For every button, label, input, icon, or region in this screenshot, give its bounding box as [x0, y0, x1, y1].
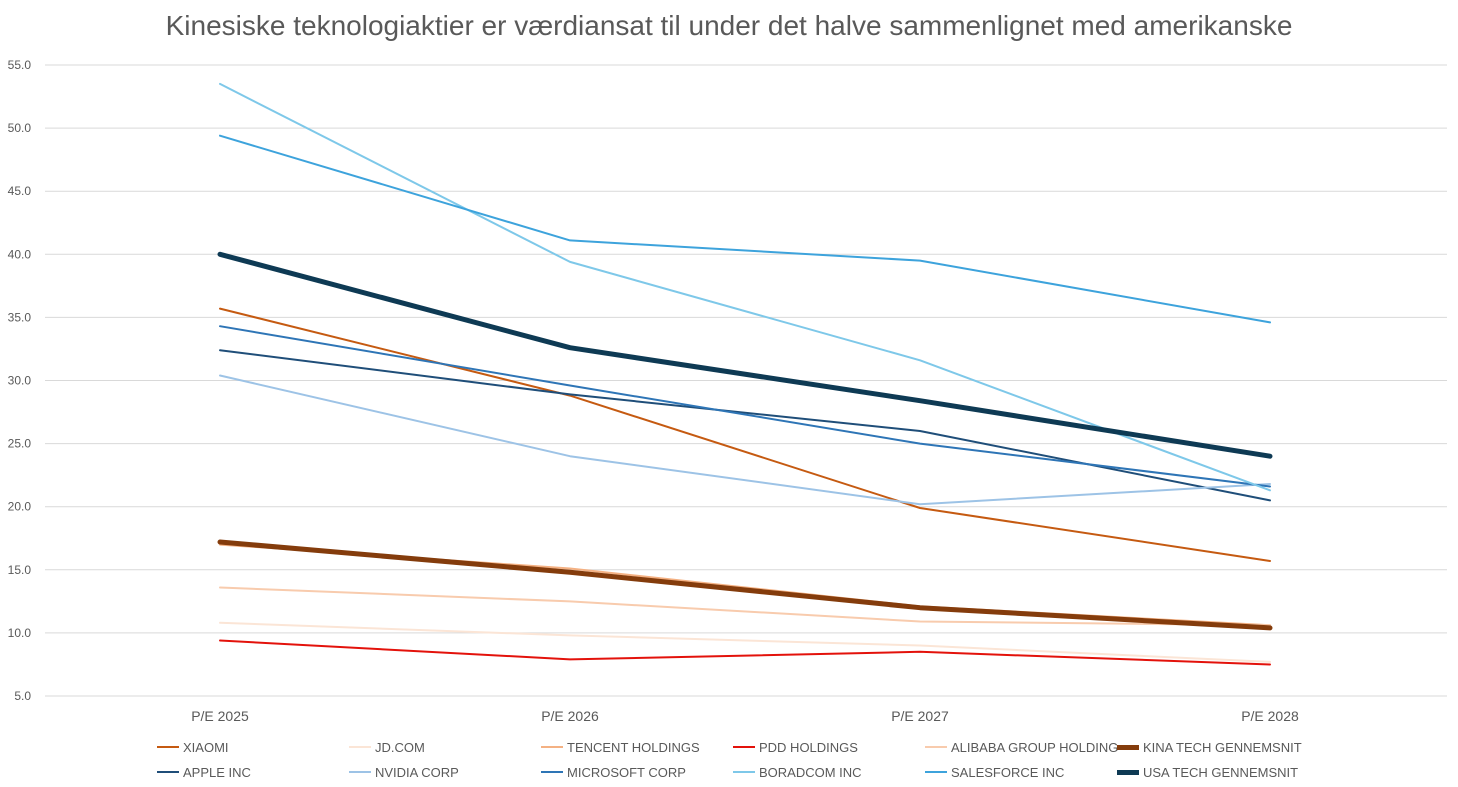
- y-tick-label: 50.0: [8, 121, 32, 135]
- series-line-usa-tech-gennemsnit: [217, 251, 1273, 459]
- series-line-kina-tech-gennemsnit: [217, 539, 1273, 631]
- series-line-salesforce-inc: [219, 134, 1271, 324]
- y-tick-label: 55.0: [8, 58, 32, 72]
- y-tick-label: 30.0: [8, 374, 32, 388]
- y-tick-label: 35.0: [8, 310, 32, 324]
- series-line-boradcom-inc: [219, 82, 1271, 492]
- y-axis-tick-labels: 5.0 10.0 15.0 20.0 25.0 30.0 35.0 40.0 45.0 50.0 5…: [8, 58, 32, 703]
- x-tick-label: P/E 2026: [541, 708, 599, 724]
- series-line-microsoft-corp: [219, 325, 1271, 488]
- y-tick-label: 10.0: [8, 626, 32, 640]
- series-line-nvidia-corp: [219, 374, 1271, 506]
- series-line-alibaba-group-holding: [219, 586, 1271, 627]
- x-tick-label: P/E 2025: [191, 708, 249, 724]
- y-tick-label: 15.0: [8, 563, 32, 577]
- series-line-jd-com: [219, 621, 1271, 663]
- gridlines: [45, 64, 1447, 697]
- series-line-xiaomi: [219, 307, 1271, 562]
- y-tick-label: 5.0: [14, 689, 31, 703]
- series-lines: [217, 82, 1273, 666]
- x-tick-label: P/E 2028: [1241, 708, 1299, 724]
- y-tick-label: 40.0: [8, 247, 32, 261]
- x-axis-tick-labels: P/E 2025 P/E 2026 P/E 2027 P/E 2028: [191, 708, 1299, 724]
- x-tick-label: P/E 2027: [891, 708, 949, 724]
- y-tick-label: 25.0: [8, 437, 32, 451]
- series-line-pdd-holdings: [219, 639, 1271, 666]
- chart-title: Kinesiske teknologiaktier er værdiansat …: [165, 10, 1293, 41]
- y-tick-label: 20.0: [8, 500, 32, 514]
- y-tick-label: 45.0: [8, 184, 32, 198]
